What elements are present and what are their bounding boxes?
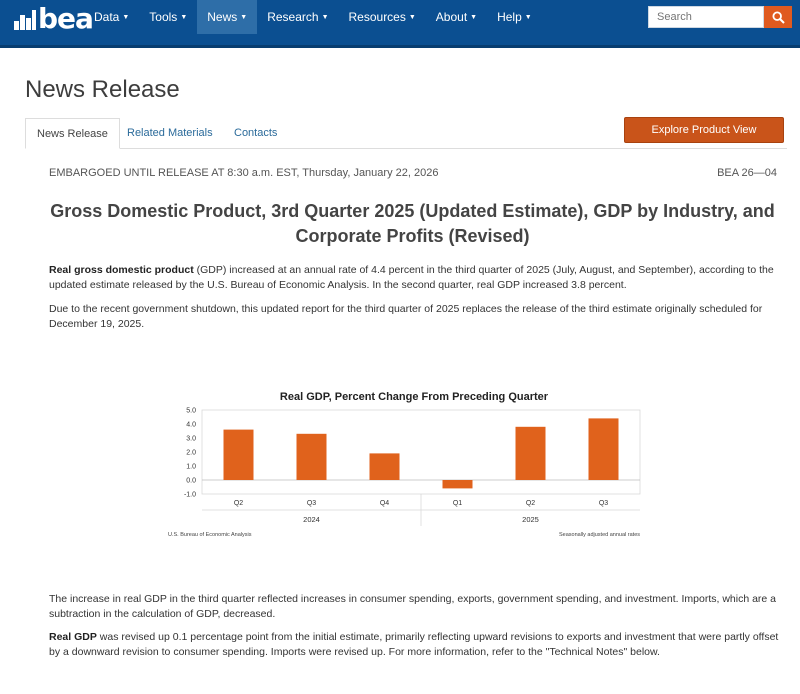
bar-q3-5 — [588, 418, 619, 480]
page-title: News Release — [25, 76, 180, 103]
nav-item-tools[interactable]: Tools ▼ — [139, 0, 197, 34]
y-tick-label: 5.0 — [186, 408, 196, 415]
y-tick-label: 2.0 — [186, 450, 196, 457]
nav-item-label: Tools — [149, 10, 178, 24]
paragraph-components: The increase in real GDP in the third qu… — [49, 593, 777, 620]
gdp-bar-chart: Real GDP, Percent Change From Preceding … — [168, 391, 641, 538]
logo-text: bea — [38, 2, 94, 35]
bar-q1-3 — [442, 480, 473, 489]
top-navbar: bea Data ▼ Tools ▼ News ▼ Research ▼ Resourc… — [0, 0, 800, 48]
nav-item-resources[interactable]: Resources ▼ — [339, 0, 426, 34]
caret-down-icon: ▼ — [240, 14, 248, 21]
bar-q3-1 — [296, 433, 327, 480]
bold-term[interactable]: Real GDP — [49, 631, 97, 643]
year-group-label: 2024 — [303, 515, 320, 524]
search-icon — [771, 10, 785, 24]
tab-news-release[interactable]: News Release — [25, 118, 120, 149]
paragraph-text: was revised up 0.1 percentage point from… — [49, 631, 779, 658]
y-tick-label: 3.0 — [186, 436, 196, 443]
plot-frame — [201, 409, 641, 495]
year-group-label: 2025 — [522, 515, 539, 524]
chart-title: Real GDP, Percent Change From Preceding … — [280, 391, 549, 403]
nav-item-research[interactable]: Research ▼ — [257, 0, 338, 34]
bea-logo[interactable]: bea — [14, 2, 94, 35]
search-input[interactable] — [648, 6, 764, 28]
nav-item-news[interactable]: News ▼ — [197, 0, 258, 34]
x-tick-label: Q2 — [526, 500, 535, 507]
nav-item-label: Research — [267, 10, 319, 24]
paragraph-shutdown-note: Due to the recent government shutdown, t… — [49, 303, 763, 330]
bar-q4-2 — [369, 453, 400, 480]
paragraph-gdp-summary: Real gross domestic product (GDP) increa… — [49, 263, 779, 293]
chart-rate-note: Seasonally adjusted annual rates — [559, 532, 640, 538]
caret-down-icon: ▼ — [321, 14, 329, 21]
bold-term[interactable]: Real gross domestic product — [49, 264, 194, 276]
paragraph-revision: Real GDP was revised up 0.1 percentage p… — [49, 630, 779, 660]
caret-down-icon: ▼ — [408, 14, 416, 21]
tab-contacts[interactable]: Contacts — [234, 127, 278, 139]
tab-related-materials[interactable]: Related Materials — [127, 127, 213, 139]
y-tick-label: -1.0 — [184, 492, 196, 499]
bar-q2-4 — [515, 426, 546, 480]
nav-item-label: News — [207, 10, 238, 24]
nav-item-label: Data — [94, 10, 120, 24]
nav-item-about[interactable]: About ▼ — [426, 0, 487, 34]
release-number: BEA 26—04 — [717, 167, 777, 179]
x-tick-label: Q4 — [380, 500, 389, 507]
caret-down-icon: ▼ — [122, 14, 130, 21]
x-tick-label: Q3 — [599, 500, 608, 507]
nav-item-data[interactable]: Data ▼ — [84, 0, 139, 34]
explore-product-view-button[interactable]: Explore Product View — [624, 117, 784, 143]
y-tick-label: 1.0 — [186, 464, 196, 471]
nav-item-label: Resources — [348, 10, 406, 24]
search-button[interactable] — [764, 6, 792, 28]
x-tick-label: Q2 — [234, 500, 243, 507]
nav-item-label: About — [435, 10, 468, 24]
caret-down-icon: ▼ — [180, 14, 188, 21]
caret-down-icon: ▼ — [470, 14, 478, 21]
bar-q2-0 — [223, 429, 254, 480]
gdp-chart: Real GDP, Percent Change From Preceding … — [166, 384, 642, 540]
tabs-divider — [25, 148, 787, 149]
nav-item-label: Help — [497, 10, 522, 24]
main-menu: Data ▼ Tools ▼ News ▼ Research ▼ Resources ▼ … — [84, 0, 542, 34]
bar-chart-icon — [14, 8, 36, 30]
y-tick-label: 0.0 — [186, 478, 196, 485]
release-headline: Gross Domestic Product, 3rd Quarter 2025… — [50, 201, 775, 246]
caret-down-icon: ▼ — [524, 14, 532, 21]
chart-source-note: U.S. Bureau of Economic Analysis — [168, 532, 252, 538]
nav-item-help[interactable]: Help ▼ — [487, 0, 542, 34]
paragraph-text: (GDP) increased at an annual rate of 4.4… — [49, 264, 774, 291]
x-tick-label: Q1 — [453, 500, 462, 507]
embargo-notice: EMBARGOED UNTIL RELEASE AT 8:30 a.m. EST… — [49, 167, 439, 179]
y-tick-label: 4.0 — [186, 422, 196, 429]
x-tick-label: Q3 — [307, 500, 316, 507]
